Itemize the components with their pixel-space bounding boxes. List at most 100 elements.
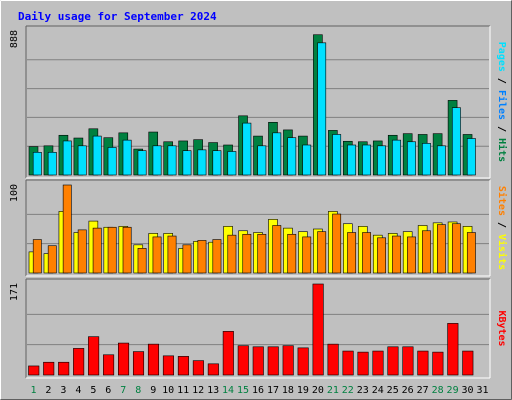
bar-pages	[122, 139, 132, 176]
bar-kbytes	[312, 283, 324, 376]
bar-pages	[466, 138, 476, 176]
bar-kbytes	[132, 351, 145, 376]
bar-sites	[392, 235, 401, 274]
bar-pages	[437, 145, 446, 176]
y-axis-label-part: /	[496, 120, 507, 138]
bar-sites	[92, 227, 102, 274]
bar-pages	[287, 137, 297, 176]
bar-kbytes	[58, 361, 70, 376]
x-axis-labels: 1 2 3 4 5 6 7 8 9 10 11 12 13 14 15 16 17 18 19 20 21 22 23 24 2…	[30, 385, 488, 396]
x-tick-label: 25	[387, 385, 399, 396]
bar-pages	[62, 140, 72, 176]
x-tick-label: 4	[75, 385, 81, 396]
bar-kbytes	[282, 345, 294, 376]
bar-kbytes	[207, 363, 219, 376]
chart-title: Daily usage for September 2024	[18, 10, 217, 23]
bar-pages	[167, 145, 177, 176]
x-tick-label: 29	[447, 385, 459, 396]
bar-sites	[466, 232, 476, 274]
bar-sites	[257, 233, 267, 274]
bar-pages	[182, 150, 192, 176]
x-tick-label: 16	[252, 385, 264, 396]
bar-kbytes	[103, 354, 115, 376]
y-axis-label-part: Hits	[496, 138, 508, 162]
bar-pages	[257, 145, 267, 176]
bar-pages	[407, 141, 416, 176]
bar-kbytes	[267, 346, 279, 376]
bar-sites	[47, 245, 57, 274]
bar-sites	[347, 232, 357, 274]
x-tick-label: 20	[312, 385, 324, 396]
bar-sites	[212, 239, 222, 274]
bar-pages	[227, 151, 237, 176]
bar-sites	[451, 223, 461, 274]
x-tick-label: 6	[105, 385, 111, 396]
x-tick-label: 23	[357, 385, 369, 396]
x-tick-label: 19	[297, 385, 309, 396]
bar-kbytes	[297, 347, 309, 376]
bar-pages	[137, 150, 147, 176]
bar-pages	[302, 144, 312, 176]
x-tick-label: 27	[417, 385, 429, 396]
y-axis-label-part: Sites	[496, 186, 508, 216]
bar-kbytes	[372, 350, 384, 376]
x-tick-label: 1	[30, 385, 36, 396]
x-tick-label: 12	[192, 385, 204, 396]
y-axis-label-part: /	[496, 72, 507, 90]
x-tick-label: 21	[327, 385, 339, 396]
bar-kbytes	[177, 356, 189, 376]
bar-sites	[377, 237, 386, 274]
y-axis-label: KBytes	[496, 310, 507, 346]
y-axis-label-part: /	[496, 216, 507, 234]
bar-kbytes	[43, 361, 55, 376]
bar-sites	[77, 229, 87, 274]
bar-kbytes	[357, 351, 369, 376]
bar-kbytes	[222, 331, 234, 376]
panel-hits-files-pages: 888 Pages / Files / Hits	[9, 25, 508, 179]
x-tick-label: 13	[207, 385, 219, 396]
y-max-label: 171	[9, 283, 20, 301]
bar-sites	[272, 225, 282, 274]
bar-sites	[152, 236, 162, 274]
bar-pages	[32, 151, 42, 176]
x-tick-label: 10	[162, 385, 174, 396]
x-tick-label: 7	[120, 385, 126, 396]
bar-pages	[362, 144, 372, 176]
x-tick-label: 24	[372, 385, 384, 396]
bar-kbytes	[162, 355, 174, 376]
bar-sites	[197, 240, 207, 274]
bar-pages	[451, 107, 461, 176]
bar-kbytes	[88, 336, 100, 376]
bar-kbytes	[327, 343, 339, 376]
x-tick-label: 11	[177, 385, 189, 396]
bar-kbytes	[192, 360, 204, 376]
bar-kbytes	[402, 346, 414, 376]
bars-visits-sites	[28, 184, 476, 274]
bar-sites	[407, 236, 416, 274]
panel-kbytes: 171 KBytes	[9, 278, 507, 379]
bar-pages	[347, 144, 357, 176]
y-axis-label: Pages / Files / Hits	[496, 42, 508, 162]
x-tick-label: 22	[342, 385, 354, 396]
bar-kbytes	[417, 350, 429, 376]
y-axis-label: Sites / Visits	[496, 186, 508, 270]
y-max-label: 100	[9, 184, 20, 202]
y-axis-label-part: KBytes	[496, 310, 507, 346]
bar-sites	[227, 234, 237, 274]
bar-sites	[122, 226, 132, 274]
panel-visits-sites: 100 Sites / Visits	[9, 179, 508, 277]
bar-pages	[152, 145, 162, 176]
x-tick-label: 28	[432, 385, 444, 396]
x-tick-label: 18	[282, 385, 294, 396]
bar-kbytes	[447, 323, 459, 376]
bar-sites	[62, 184, 72, 274]
y-max-label: 888	[9, 30, 20, 48]
bar-sites	[362, 232, 372, 274]
bar-pages	[272, 132, 282, 176]
bar-pages	[422, 143, 431, 176]
bar-kbytes	[432, 351, 444, 376]
bar-sites	[167, 235, 177, 274]
y-axis-label-part: Visits	[496, 234, 508, 270]
bar-sites	[137, 248, 147, 274]
